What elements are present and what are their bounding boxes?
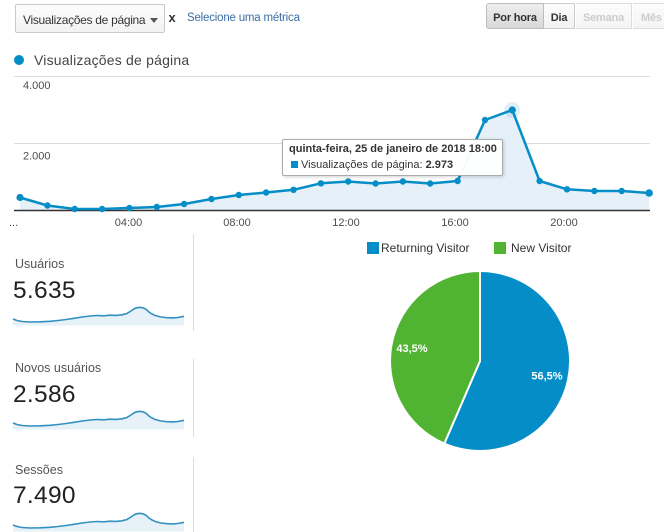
svg-text:56,5%: 56,5%	[531, 371, 562, 383]
svg-text:12:00: 12:00	[332, 217, 360, 229]
svg-text:04:00: 04:00	[115, 217, 143, 229]
svg-text:4.000: 4.000	[23, 80, 51, 92]
svg-text:2.000: 2.000	[23, 151, 51, 163]
svg-text:08:00: 08:00	[223, 217, 251, 229]
svg-text:16:00: 16:00	[441, 217, 469, 229]
svg-text:43,5%: 43,5%	[396, 343, 427, 355]
svg-text:20:00: 20:00	[550, 217, 578, 229]
svg-text:...: ...	[9, 217, 18, 229]
